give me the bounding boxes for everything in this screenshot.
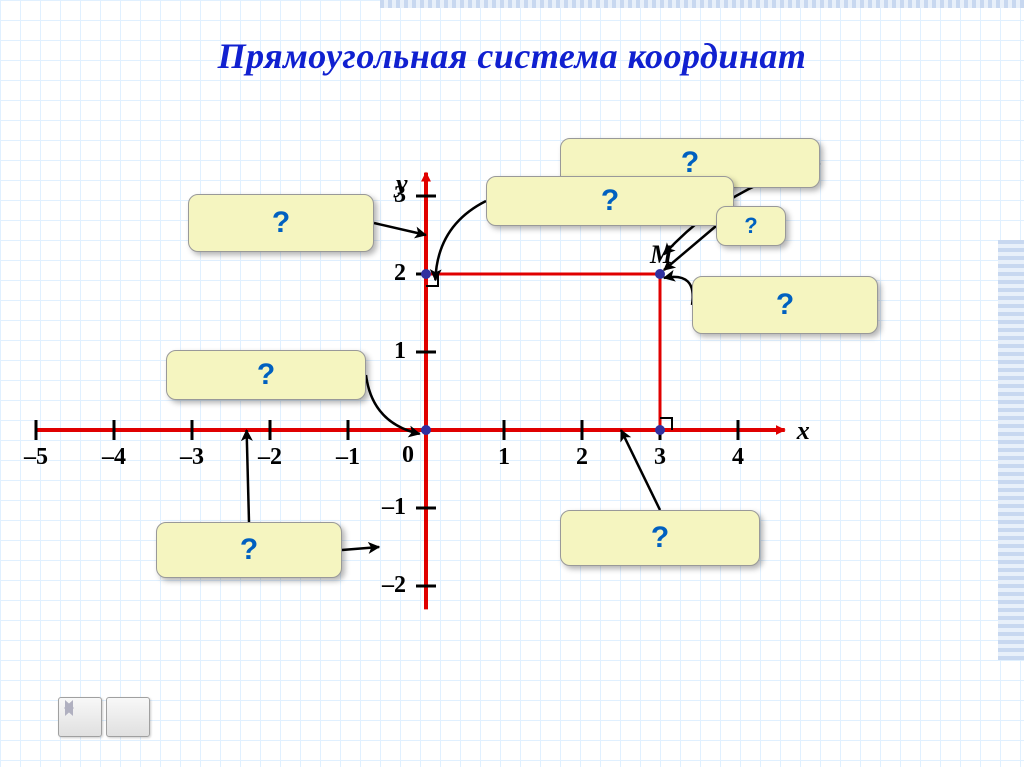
tick-label: 1 xyxy=(498,444,510,471)
tick-label: –1 xyxy=(336,444,360,471)
nav-arrows xyxy=(58,697,150,737)
callout-c_origin[interactable]: ? xyxy=(166,350,366,400)
callout-c_ordinate[interactable]: ? xyxy=(486,176,734,226)
tick-label: 0 xyxy=(402,442,414,469)
tick-label: –2 xyxy=(258,444,282,471)
tick-label: 2 xyxy=(394,260,406,287)
tick-label: –2 xyxy=(382,572,406,599)
callout-c_point_small[interactable]: ? xyxy=(716,206,786,246)
callout-c_y_axis[interactable]: ? xyxy=(188,194,374,252)
page-title: Прямоугольная система координат xyxy=(0,35,1024,77)
tick-label: 1 xyxy=(394,338,406,365)
callout-c_point_big[interactable]: ? xyxy=(692,276,878,334)
coordinate-diagram: –5–4–3–2–11234–2–11230yxM???????? xyxy=(0,90,1024,650)
x-axis-label: x xyxy=(797,416,810,446)
tick-label: 2 xyxy=(576,444,588,471)
tick-label: –5 xyxy=(24,444,48,471)
decorative-top-stripe xyxy=(380,0,1024,8)
axes-svg xyxy=(0,90,1024,650)
callout-c_abscissa[interactable]: ? xyxy=(560,510,760,566)
tick-label: –3 xyxy=(180,444,204,471)
tick-label: –4 xyxy=(102,444,126,471)
tick-label: –1 xyxy=(382,494,406,521)
point-m-label: M xyxy=(650,240,673,270)
y-axis-label: y xyxy=(396,169,408,199)
tick-label: 3 xyxy=(654,444,666,471)
chevron-right-icon xyxy=(58,697,80,719)
next-button[interactable] xyxy=(106,697,150,737)
tick-label: 4 xyxy=(732,444,744,471)
callout-c_x_axis[interactable]: ? xyxy=(156,522,342,578)
